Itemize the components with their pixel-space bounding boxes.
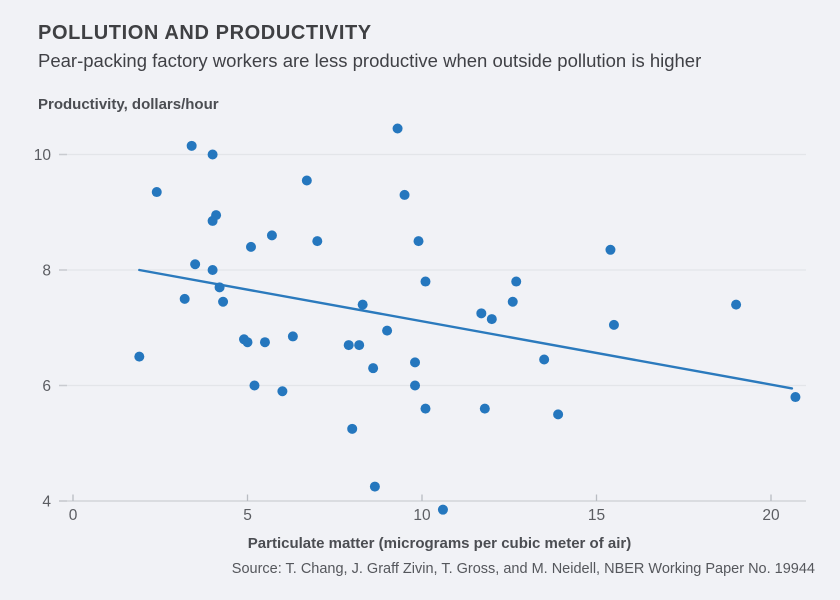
x-axis-title: Particulate matter (micrograms per cubic… <box>247 535 632 552</box>
data-point <box>249 380 260 391</box>
x-tick-label: 0 <box>69 507 78 524</box>
data-point <box>343 340 354 351</box>
x-tick-label: 10 <box>413 507 431 524</box>
data-point <box>347 423 358 434</box>
data-point <box>369 481 380 492</box>
x-tick-label: 20 <box>762 507 780 524</box>
data-point <box>410 357 421 368</box>
data-point <box>420 403 431 414</box>
data-point <box>287 331 298 342</box>
data-point <box>301 175 312 186</box>
data-point <box>266 230 277 241</box>
source-note: Source: T. Chang, J. Graff Zivin, T. Gro… <box>231 561 815 577</box>
data-point <box>511 276 522 287</box>
x-tick-label: 5 <box>243 507 252 524</box>
data-point <box>277 386 288 397</box>
data-point <box>179 293 190 304</box>
data-point <box>245 241 256 252</box>
data-point <box>190 259 201 270</box>
data-point <box>486 314 497 325</box>
y-tick-label: 8 <box>42 263 51 280</box>
data-point <box>605 244 616 255</box>
data-point <box>790 392 801 403</box>
data-point <box>413 236 424 247</box>
chart-title: POLLUTION AND PRODUCTIVITY <box>38 22 372 44</box>
data-point <box>207 149 218 160</box>
data-point <box>207 265 218 275</box>
y-tick-label: 10 <box>34 147 52 164</box>
data-point <box>731 299 742 310</box>
data-point <box>420 276 431 287</box>
data-point <box>399 189 410 200</box>
data-point <box>214 282 225 293</box>
data-point <box>437 504 448 515</box>
data-point <box>479 403 490 414</box>
data-point <box>312 236 323 247</box>
y-axis-title: Productivity, dollars/hour <box>38 96 219 113</box>
data-point <box>211 210 222 221</box>
data-point <box>553 409 564 420</box>
data-point <box>392 123 403 134</box>
y-tick-label: 6 <box>42 378 51 395</box>
data-point <box>186 140 197 151</box>
data-point <box>354 340 365 351</box>
data-point <box>242 337 253 348</box>
x-tick-label: 15 <box>588 507 605 524</box>
y-tick-label: 4 <box>42 494 51 511</box>
data-point <box>410 380 421 391</box>
data-point <box>151 187 162 198</box>
data-point <box>368 363 379 374</box>
chart-subtitle: Pear-packing factory workers are less pr… <box>38 50 702 71</box>
trend-line <box>138 268 794 390</box>
data-point <box>539 354 550 365</box>
data-point <box>507 296 518 307</box>
data-point <box>357 299 368 310</box>
data-point <box>134 351 145 362</box>
data-point <box>476 308 487 319</box>
data-point <box>608 319 619 330</box>
data-point <box>259 337 270 348</box>
data-point <box>218 296 229 307</box>
data-point <box>382 325 393 336</box>
